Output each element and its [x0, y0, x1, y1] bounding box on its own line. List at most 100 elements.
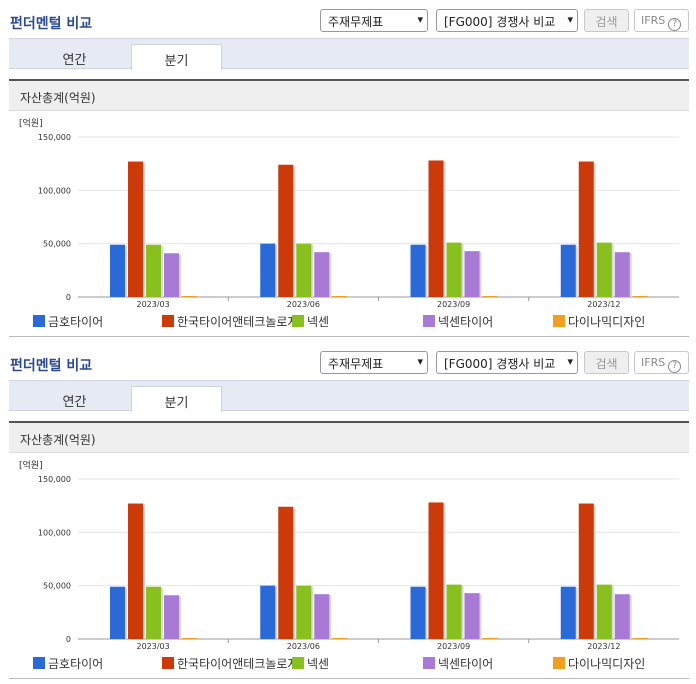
bar-series-4-2023/09: [482, 638, 498, 639]
panel-header: 펀더멘털 비교 주재무제표 ▾ [FG000] 경쟁사 비교 ▾ 검색 IFRS…: [0, 342, 696, 380]
legend-swatch: [423, 657, 435, 669]
help-icon[interactable]: ?: [668, 18, 682, 31]
divider: [9, 336, 689, 337]
legend-item[interactable]: 다이나믹디자인: [553, 655, 645, 672]
section-header: 자산총계(억원): [9, 421, 689, 453]
legend-item[interactable]: 넥센: [292, 313, 329, 330]
total-assets-chart: [억원] 0 50,000 100,000 150,000 2023/03 2023/06 2…: [19, 459, 679, 649]
search-button[interactable]: 검색: [584, 351, 629, 374]
bar-series-3-2023/09: [464, 593, 480, 639]
bar-series-0-2023/06: [260, 243, 276, 297]
y-tick-label: 150,000: [38, 133, 71, 142]
y-unit-label: [억원]: [19, 459, 43, 471]
legend-label: 다이나믹디자인: [568, 657, 646, 671]
bar-series-1-2023/09: [428, 502, 444, 639]
bar-series-4-2023/09: [482, 296, 498, 297]
section-header: 자산총계(억원): [9, 79, 689, 111]
x-tick-label: 2023/03: [137, 642, 170, 649]
legend-label: 한국타이어앤테크놀로지: [177, 315, 299, 329]
bar-series-2-2023/12: [596, 584, 612, 639]
bar-series-1-2023/03: [128, 161, 143, 297]
bar-series-2-2023/09: [446, 584, 462, 639]
bar-series-2-2023/09: [446, 242, 462, 297]
bar-series-4-2023/03: [182, 638, 197, 639]
y-tick-label: 100,000: [38, 528, 71, 537]
legend-swatch: [162, 315, 174, 327]
bar-series-0-2023/12: [560, 586, 576, 639]
bar-series-4-2023/03: [182, 296, 197, 297]
legend-swatch: [33, 657, 45, 669]
legend-label: 한국타이어앤테크놀로지: [177, 657, 299, 671]
legend-item[interactable]: 금호타이어: [33, 313, 103, 330]
x-tick-label: 2023/09: [437, 642, 470, 649]
legend-label: 금호타이어: [48, 315, 104, 329]
bar-series-3-2023/06: [314, 594, 330, 639]
legend-item[interactable]: 넥센타이어: [423, 313, 493, 330]
y-tick-label: 150,000: [38, 475, 71, 484]
bar-series-1-2023/12: [578, 161, 594, 297]
fundamental-comparison-panel-2: 펀더멘털 비교 주재무제표 ▾ [FG000] 경쟁사 비교 ▾ 검색 IFRS…: [0, 342, 696, 684]
bar-series-2-2023/06: [296, 585, 312, 639]
bar-series-0-2023/03: [110, 586, 125, 639]
bar-series-3-2023/09: [464, 251, 480, 297]
legend-swatch: [33, 315, 45, 327]
bar-series-4-2023/12: [632, 296, 648, 297]
bar-series-0-2023/06: [260, 585, 276, 639]
legend-swatch: [553, 315, 565, 327]
bar-series-0-2023/09: [410, 244, 426, 297]
y-tick-label: 0: [66, 293, 71, 302]
bar-series-3-2023/03: [164, 253, 179, 297]
bar-series-3-2023/12: [614, 594, 630, 639]
y-tick-label: 100,000: [38, 186, 71, 195]
divider: [9, 678, 689, 679]
section-title: 자산총계(억원): [20, 91, 96, 105]
legend-item[interactable]: 한국타이어앤테크놀로지: [162, 313, 298, 330]
bar-series-1-2023/06: [278, 506, 294, 639]
help-icon[interactable]: ?: [668, 360, 682, 373]
search-button[interactable]: 검색: [584, 9, 629, 32]
chevron-down-icon: ▾: [567, 13, 573, 26]
tab-annual[interactable]: 연간: [62, 395, 87, 410]
comparison-group-select[interactable]: [FG000] 경쟁사 비교 ▾: [436, 9, 578, 32]
tab-quarter[interactable]: 분기: [131, 386, 222, 412]
chart-legend: 금호타이어 한국타이어앤테크놀로지 넥센 넥센타이어 다이나믹디자인: [9, 313, 689, 333]
legend-label: 넥센: [307, 315, 330, 329]
bar-series-1-2023/09: [428, 160, 444, 297]
legend-item[interactable]: 다이나믹디자인: [553, 313, 645, 330]
legend-swatch: [292, 315, 304, 327]
chevron-down-icon: ▾: [417, 13, 423, 26]
ifrs-button[interactable]: IFRS?: [634, 9, 689, 32]
comparison-group-value: [FG000] 경쟁사 비교: [444, 357, 556, 371]
bar-series-2-2023/06: [296, 243, 312, 297]
ifrs-button[interactable]: IFRS?: [634, 351, 689, 374]
bar-series-1-2023/12: [578, 503, 594, 639]
legend-item[interactable]: 금호타이어: [33, 655, 103, 672]
x-tick-label: 2023/06: [287, 642, 320, 649]
fundamental-comparison-panel-1: 펀더멘털 비교 주재무제표 ▾ [FG000] 경쟁사 비교 ▾ 검색 IFRS…: [0, 0, 696, 337]
comparison-group-select[interactable]: [FG000] 경쟁사 비교 ▾: [436, 351, 578, 374]
bar-series-4-2023/12: [632, 638, 648, 639]
legend-swatch: [162, 657, 174, 669]
bar-series-3-2023/03: [164, 595, 179, 639]
bar-series-0-2023/09: [410, 586, 426, 639]
legend-label: 넥센타이어: [438, 315, 494, 329]
panel-header: 펀더멘털 비교 주재무제표 ▾ [FG000] 경쟁사 비교 ▾ 검색 IFRS…: [0, 0, 696, 38]
tab-quarter[interactable]: 분기: [131, 44, 222, 70]
panel-title: 펀더멘털 비교: [10, 358, 93, 374]
bar-series-2-2023/03: [146, 586, 161, 639]
tab-annual[interactable]: 연간: [62, 53, 87, 68]
legend-item[interactable]: 넥센: [292, 655, 329, 672]
bar-series-1-2023/06: [278, 164, 294, 297]
legend-item[interactable]: 넥센타이어: [423, 655, 493, 672]
x-tick-label: 2023/12: [587, 642, 620, 649]
statement-type-select[interactable]: 주재무제표 ▾: [320, 9, 428, 32]
legend-item[interactable]: 한국타이어앤테크놀로지: [162, 655, 298, 672]
y-tick-label: 50,000: [43, 582, 71, 591]
legend-label: 금호타이어: [48, 657, 104, 671]
panel-title: 펀더멘털 비교: [10, 16, 93, 32]
y-tick-label: 50,000: [43, 240, 71, 249]
statement-type-select[interactable]: 주재무제표 ▾: [320, 351, 428, 374]
legend-swatch: [553, 657, 565, 669]
bar-series-3-2023/12: [614, 252, 630, 297]
total-assets-chart: [억원] 0 50,000 100,000 150,000 2023/03 2023/06 2…: [19, 117, 679, 307]
